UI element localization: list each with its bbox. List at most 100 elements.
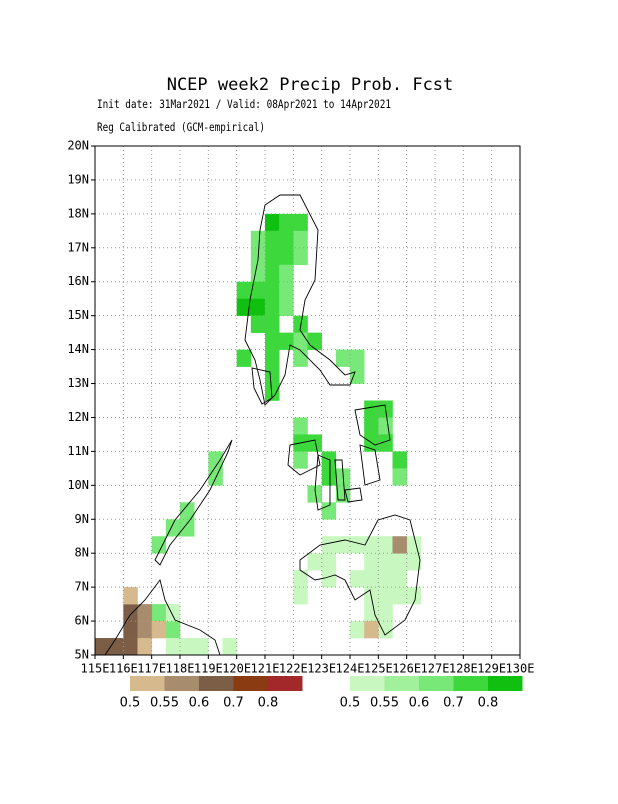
colorbar-swatch — [419, 676, 454, 691]
colorbar-layer: 0.5 0.55 0.6 0.7 0.8 0.5 0.55 0.6 0.7 0.8 — [120, 676, 523, 711]
wet-cell — [180, 638, 195, 656]
wet-cell — [222, 638, 237, 656]
wet-cell — [265, 213, 280, 232]
y-tick-label: 20N — [67, 139, 89, 153]
wet-cell — [293, 230, 308, 249]
wet-cell — [293, 417, 308, 435]
colorbar-label: 0.5 — [120, 696, 141, 711]
wet-cell — [321, 536, 337, 554]
coastlines — [104, 194, 421, 656]
wet-cell — [392, 553, 407, 571]
subtitle: Init date: 31Mar2021 / Valid: 08Apr2021 … — [97, 97, 391, 111]
x-tick-label: 117E — [137, 662, 166, 676]
wet-cell — [279, 264, 294, 283]
wet-cell — [350, 621, 365, 639]
wet-cell — [250, 281, 266, 299]
y-tick-label: 5N — [75, 648, 89, 662]
wet-cell — [279, 298, 294, 316]
wet-cell — [392, 468, 407, 486]
wet-cell — [250, 264, 266, 283]
wet-cell — [236, 349, 252, 367]
wet-cell — [406, 536, 422, 554]
wet-cell — [265, 315, 280, 333]
coastline — [344, 487, 363, 503]
x-tick-label: 123E — [307, 662, 336, 676]
wet-cell — [279, 247, 294, 266]
wet-cell — [151, 604, 167, 622]
x-tick-label: 130E — [506, 662, 535, 676]
coastline — [354, 404, 391, 446]
dry-cell — [137, 604, 152, 622]
y-tick-label: 19N — [67, 172, 89, 186]
dry-cell — [123, 604, 138, 622]
wet-cell — [378, 536, 393, 554]
wet-cell — [151, 536, 167, 554]
wet-cell — [307, 485, 322, 503]
wet-cell — [208, 451, 223, 469]
wet-cell — [378, 604, 393, 622]
colorbar-label: 0.7 — [443, 696, 464, 711]
x-tick-label: 121E — [251, 662, 280, 676]
wet-cell — [208, 468, 223, 486]
wet-cell — [364, 604, 379, 622]
wet-cell — [378, 587, 393, 605]
wet-cell — [194, 638, 209, 656]
wet-cell — [279, 213, 294, 232]
wet-cell — [279, 230, 294, 249]
wet-cell — [307, 332, 322, 350]
wet-cell — [293, 349, 308, 367]
colorbar-label: 0.55 — [150, 696, 179, 711]
wet-cell — [265, 264, 280, 283]
x-tick-label: 115E — [81, 662, 110, 676]
wet-cell — [165, 621, 181, 639]
x-tick-label: 124E — [336, 662, 365, 676]
coastline — [251, 367, 273, 405]
colorbar-label: 0.8 — [478, 696, 499, 711]
wet-cell — [378, 570, 393, 588]
x-tick-label: 128E — [449, 662, 478, 676]
wet-cell — [307, 434, 322, 452]
dry-cell — [123, 621, 138, 639]
wet-cell — [364, 400, 379, 418]
y-tick-label: 14N — [67, 342, 89, 356]
coastline — [104, 578, 221, 656]
wet-cell — [265, 247, 280, 266]
plot-frame — [94, 145, 521, 656]
wet-cell — [335, 536, 351, 554]
wet-cell — [250, 315, 266, 333]
wet-cell — [364, 570, 379, 588]
wet-cell — [293, 587, 308, 605]
wet-cell — [279, 332, 294, 350]
dry-cell — [137, 621, 152, 639]
dry-cell — [364, 621, 379, 639]
grid-layer — [95, 146, 520, 655]
colorbar-label: 0.6 — [409, 696, 430, 711]
wet-cell — [279, 281, 294, 299]
wet-cell — [265, 383, 280, 401]
subtitle: Reg Calibrated (GCM-empirical) — [97, 120, 265, 134]
colorbar-swatch — [130, 676, 165, 691]
axis-layer: 115E 116E 117E 118E 119E 120E 121E 122E 123E 124E… — [67, 139, 534, 676]
wet-cell — [265, 349, 280, 367]
wet-cell — [392, 570, 407, 588]
colorbar-swatch — [233, 676, 268, 691]
wet-cell — [236, 298, 252, 316]
x-tick-label: 118E — [166, 662, 195, 676]
wet-cell — [307, 553, 322, 571]
y-tick-label: 16N — [67, 274, 89, 288]
wet-cell — [406, 587, 422, 605]
wet-cell — [265, 298, 280, 316]
dry-cell — [137, 638, 152, 656]
x-tick-label: 122E — [279, 662, 308, 676]
wet-cell — [165, 519, 181, 537]
wet-cell — [293, 570, 308, 588]
dry-cell — [123, 587, 138, 605]
wet-cell — [364, 536, 379, 554]
wet-cell — [180, 502, 195, 520]
coastline — [287, 439, 321, 476]
x-tick-label: 126E — [392, 662, 421, 676]
x-tick-label: 120E — [222, 662, 251, 676]
wet-cell — [321, 468, 337, 486]
